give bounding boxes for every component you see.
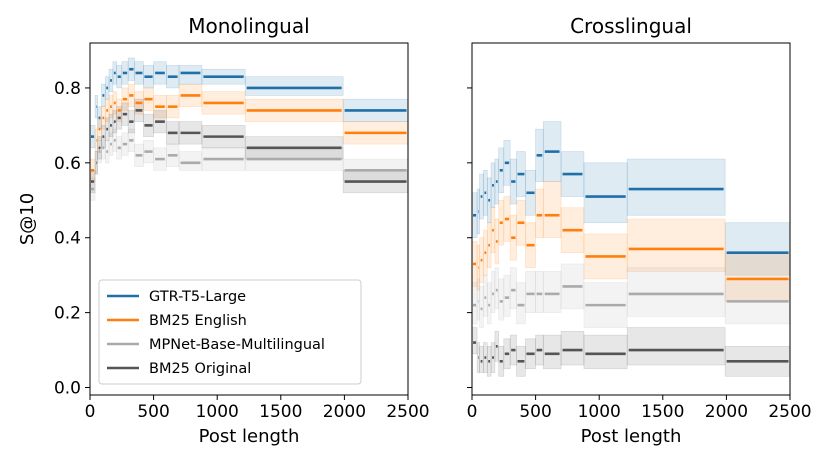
x-tick-label: 0 [467, 402, 478, 422]
x-tick-label: 500 [519, 402, 551, 422]
band-2-9 [509, 267, 517, 310]
band-0-14 [178, 65, 203, 85]
band-1-16 [626, 218, 726, 272]
band-3-16 [626, 327, 726, 366]
band-2-3 [483, 274, 488, 317]
x-tick-label: 2500 [768, 402, 811, 422]
chart-title: Crosslingual [570, 14, 692, 38]
band-1-12 [535, 188, 544, 239]
y-tick-label: 0.6 [54, 154, 81, 174]
x-tick-label: 500 [137, 402, 169, 422]
band-2-7 [498, 278, 505, 321]
band-2-12 [535, 271, 544, 313]
panel-monolingual: 0 500 1000 1500 2000 2500 0.0 0.2 0.4 0.6 0.8 Monol… [17, 14, 430, 447]
band-2-4 [486, 282, 492, 325]
axes-frame [471, 42, 791, 396]
band-2-16 [626, 267, 726, 317]
band-0-15 [583, 162, 628, 224]
legend-entry: BM25 Original [149, 361, 251, 377]
axes-frame [89, 42, 409, 396]
panel-crosslingual: 0 500 1000 1500 2000 2500 Crosslingual Post len… [467, 14, 812, 447]
y-tick-label: 0.8 [54, 79, 81, 99]
x-tick-label: 1000 [196, 402, 239, 422]
x-tick-label: 2000 [323, 402, 366, 422]
band-2-1 [476, 278, 480, 321]
legend-entry: MPNet-Base-Multilingual [149, 337, 325, 353]
x-axis-label: Post length [581, 426, 682, 447]
band-0-17 [724, 222, 791, 276]
y-tick-label: 0.4 [54, 229, 81, 249]
band-2-10 [516, 282, 526, 325]
legend-entry: BM25 English [149, 313, 247, 329]
band-2-5 [490, 271, 496, 313]
band-2-13 [542, 271, 562, 313]
x-tick-label: 2000 [705, 402, 748, 422]
y-tick-label: 0.0 [54, 379, 81, 399]
band-3-2 [479, 346, 484, 373]
y-axis-label: S@10 [17, 193, 38, 245]
band-1-13 [542, 181, 562, 239]
x-tick-label: 1500 [641, 402, 684, 422]
band-0-16 [626, 158, 726, 216]
chart-title: Monolingual [188, 14, 309, 38]
band-3-13 [542, 334, 562, 370]
band-3-15 [583, 334, 628, 370]
band-2-2 [479, 286, 484, 328]
legend-entry: GTR-T5-Large [149, 289, 246, 305]
y-tick-label: 0.2 [54, 304, 81, 324]
band-2-14 [178, 151, 203, 171]
band-3-14 [560, 331, 585, 366]
band-2-8 [503, 274, 511, 317]
x-axis-label: Post length [199, 426, 300, 447]
x-tick-label: 0 [85, 402, 96, 422]
x-tick-label: 1000 [578, 402, 621, 422]
band-2-6 [494, 267, 500, 310]
x-tick-label: 1500 [259, 402, 302, 422]
band-2-0 [471, 282, 478, 325]
band-2-11 [525, 271, 536, 313]
x-tick-label: 2500 [386, 402, 429, 422]
legend-box [98, 279, 362, 385]
band-0-16 [244, 76, 344, 96]
band-3-0 [471, 327, 478, 355]
legend: GTR-T5-Large BM25 English MPNet-Base-Multi… [98, 279, 362, 385]
